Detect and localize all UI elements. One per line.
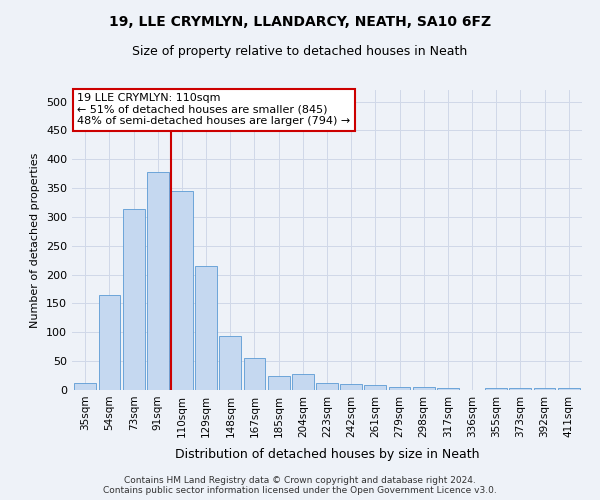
Bar <box>509 388 531 390</box>
Bar <box>220 336 241 390</box>
Bar <box>558 388 580 390</box>
Y-axis label: Number of detached properties: Number of detached properties <box>31 152 40 328</box>
Text: Contains HM Land Registry data © Crown copyright and database right 2024.
Contai: Contains HM Land Registry data © Crown c… <box>103 476 497 495</box>
Bar <box>364 386 386 390</box>
Bar <box>437 388 459 390</box>
Text: 19 LLE CRYMLYN: 110sqm
← 51% of detached houses are smaller (845)
48% of semi-de: 19 LLE CRYMLYN: 110sqm ← 51% of detached… <box>77 93 350 126</box>
X-axis label: Distribution of detached houses by size in Neath: Distribution of detached houses by size … <box>175 448 479 461</box>
Bar <box>413 387 434 390</box>
Bar <box>147 172 169 390</box>
Bar <box>98 295 121 390</box>
Bar <box>195 266 217 390</box>
Bar <box>171 191 193 390</box>
Bar <box>292 374 314 390</box>
Text: Size of property relative to detached houses in Neath: Size of property relative to detached ho… <box>133 45 467 58</box>
Bar <box>389 386 410 390</box>
Bar <box>533 388 556 390</box>
Bar <box>244 358 265 390</box>
Bar <box>316 382 338 390</box>
Bar <box>485 388 507 390</box>
Bar <box>340 384 362 390</box>
Text: 19, LLE CRYMLYN, LLANDARCY, NEATH, SA10 6FZ: 19, LLE CRYMLYN, LLANDARCY, NEATH, SA10 … <box>109 15 491 29</box>
Bar <box>123 210 145 390</box>
Bar <box>268 376 290 390</box>
Bar <box>74 382 96 390</box>
